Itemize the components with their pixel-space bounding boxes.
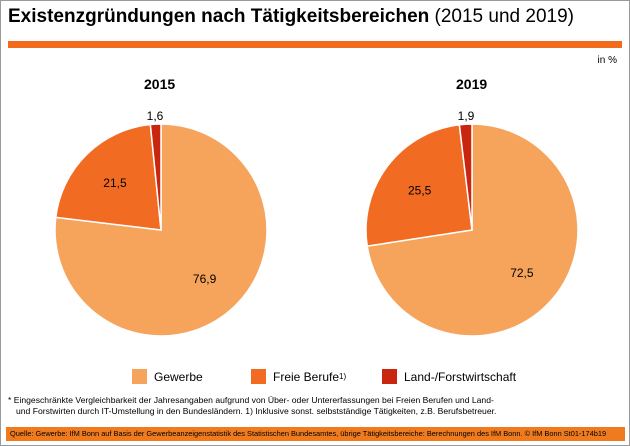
accent-bar [8, 41, 622, 48]
legend-item-freie-berufe: Freie Berufe 1) [251, 369, 346, 384]
legend-label-freie-berufe: Freie Berufe [273, 369, 340, 384]
footnote: * Eingeschränkte Vergleichbarkeit der Ja… [8, 395, 623, 417]
chart-title: Existenzgründungen nach Tätigkeitsbereic… [8, 6, 574, 28]
legend-item-gewerbe: Gewerbe [132, 369, 203, 384]
footnote-line-1: * Eingeschränkte Vergleichbarkeit der Ja… [8, 395, 494, 405]
legend-swatch-freie-berufe [251, 369, 266, 384]
pie-title-2015: 2015 [144, 76, 176, 92]
legend-label-land-forst: Land-/Forstwirtschaft [404, 369, 517, 384]
legend-swatch-land-forst [382, 369, 397, 384]
pie-label-freie-berufe-2015: 21,5 [103, 176, 127, 190]
pie-title-2019: 2019 [456, 76, 488, 92]
legend-swatch-gewerbe [132, 369, 147, 384]
title-years: (2015 und 2019) [429, 6, 574, 27]
source-bar: Quelle: Gewerbe: IfM Bonn auf Basis der … [6, 427, 625, 441]
pie-slice-freie-berufe-2019 [365, 123, 473, 247]
pie-label-gewerbe-2015: 76,9 [193, 272, 217, 286]
pie-label-land-forst-2015: 1,6 [147, 109, 164, 123]
pie-slice-freie-berufe-2015 [54, 123, 162, 231]
legend-label-gewerbe: Gewerbe [154, 369, 203, 384]
pie-label-freie-berufe-2019: 25,5 [408, 183, 432, 197]
legend-item-land-forst: Land-/Forstwirtschaft [382, 369, 516, 384]
pie-label-land-forst-2019: 1,9 [458, 109, 475, 123]
pie-slice-land-forst-2015 [149, 123, 162, 231]
title-bold: Existenzgründungen nach Tätigkeitsbereic… [8, 6, 430, 27]
footnote-line-2: und Forstwirten durch IT-Umstellung in d… [16, 406, 497, 416]
unit-label: in % [597, 55, 617, 66]
legend: Gewerbe Freie Berufe 1) Land-/Forstwirtsc… [1, 369, 629, 385]
pie-label-gewerbe-2019: 72,5 [510, 266, 534, 280]
pie-slice-land-forst-2019 [458, 123, 473, 231]
